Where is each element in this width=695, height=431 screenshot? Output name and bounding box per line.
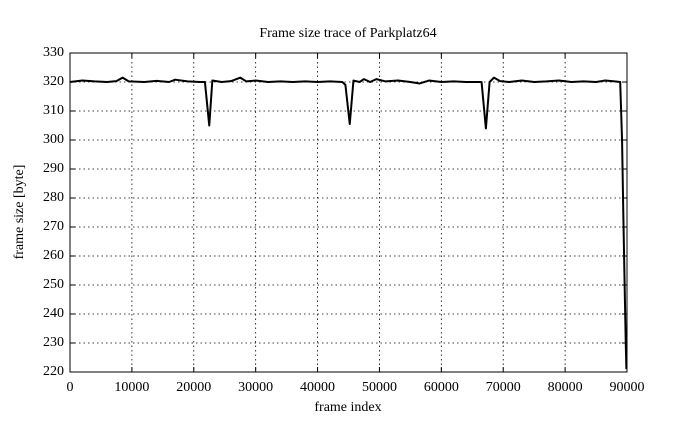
x-tick-label: 40000 [300,380,335,395]
x-tick-label: 90000 [610,380,645,395]
x-tick-label: 20000 [176,380,211,395]
y-tick-label: 290 [43,161,64,176]
plot-frame [69,52,628,373]
y-tick-label: 330 [43,45,64,60]
data-line [69,76,628,370]
y-tick-label: 280 [43,190,64,205]
y-tick-label: 260 [43,248,64,263]
x-tick-label: 70000 [486,380,521,395]
x-tick-label: 0 [67,380,74,395]
y-tick-label: 310 [43,103,64,118]
y-axis-label: frame size [byte] [12,165,27,260]
x-tick-label: 50000 [362,380,397,395]
x-tick-label: 60000 [424,380,459,395]
y-tick-label: 300 [43,132,64,147]
x-tick-label: 80000 [548,380,583,395]
y-tick-label: 270 [43,219,64,234]
y-tick-label: 250 [43,277,64,292]
x-axis-label: frame index [314,400,381,415]
y-tick-label: 220 [43,364,64,379]
x-tick-label: 30000 [238,380,273,395]
y-tick-label: 240 [43,306,64,321]
x-tick-label: 10000 [114,380,149,395]
y-tick-label: 230 [43,335,64,350]
chart-title: Frame size trace of Parkplatz64 [259,26,436,41]
y-tick-label: 320 [43,74,64,89]
